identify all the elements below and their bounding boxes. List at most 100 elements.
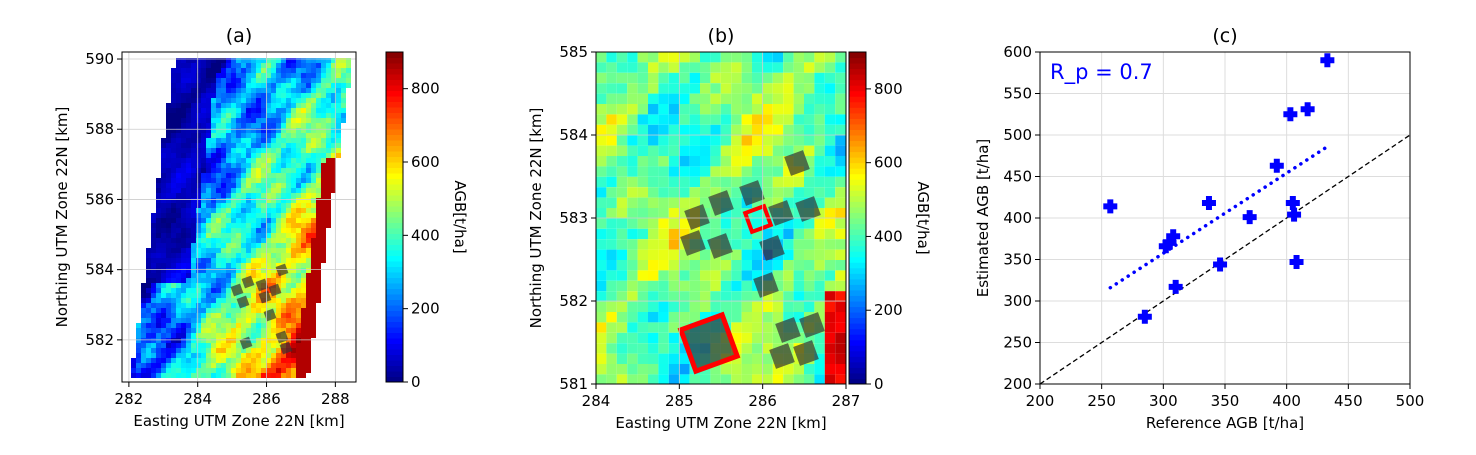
heatmap-cell [151,293,156,298]
heatmap-cell [731,166,742,177]
heatmap-cell [256,103,261,108]
heatmap-cell [156,348,161,353]
heatmap-cell [752,156,763,167]
heatmap-cell [206,318,211,323]
heatmap-cell [291,198,296,203]
heatmap-cell [251,203,256,208]
heatmap-cell [186,108,191,113]
heatmap-cell [266,273,271,278]
heatmap-cell [627,93,638,104]
heatmap-cell [141,358,146,363]
heatmap-cell [336,118,341,123]
heatmap-cell [271,178,276,183]
heatmap-cell [161,143,166,148]
heatmap-cell [326,218,331,223]
heatmap-cell [226,178,231,183]
heatmap-cell [166,103,171,108]
heatmap-cell [835,197,846,208]
heatmap-cell [206,198,211,203]
heatmap-cell [793,93,804,104]
heatmap-cell [191,188,196,193]
heatmap-cell [291,73,296,78]
heatmap-cell [171,128,176,133]
heatmap-cell [186,173,191,178]
heatmap-cell [256,138,261,143]
heatmap-cell [266,208,271,213]
heatmap-cell [710,260,721,271]
heatmap-cell [246,128,251,133]
heatmap-cell [186,203,191,208]
heatmap-cell [311,113,316,118]
heatmap-cell [762,93,773,104]
heatmap-cell [251,288,256,293]
heatmap-cell [321,158,326,163]
heatmap-cell [689,291,700,302]
heatmap-cell [637,208,648,219]
heatmap-cell [762,353,773,364]
heatmap-cell [793,187,804,198]
heatmap-cell [306,183,311,188]
heatmap-cell [281,303,286,308]
heatmap-cell [161,168,166,173]
heatmap-cell [296,348,301,353]
heatmap-cell [306,208,311,213]
heatmap-cell [146,263,151,268]
colorbar-segment [386,90,403,97]
heatmap-cell [296,68,301,73]
colorbar-segment [386,222,403,229]
heatmap-cell [804,364,815,375]
heatmap-cell [251,103,256,108]
heatmap-cell [186,188,191,193]
heatmap-cell [689,270,700,281]
heatmap-cell [171,278,176,283]
heatmap-cell [286,263,291,268]
heatmap-cell [261,178,266,183]
heatmap-cell [720,280,732,292]
heatmap-cell [616,104,628,115]
heatmap-cell [161,178,166,183]
heatmap-cell [783,176,794,188]
heatmap-cell [201,313,206,318]
heatmap-cell [216,123,221,128]
heatmap-cell [658,270,669,281]
heatmap-cell [226,278,231,283]
heatmap-cell [301,98,306,103]
heatmap-cell [216,158,221,163]
heatmap-cell [176,163,181,168]
heatmap-cell [306,68,311,73]
heatmap-cell [256,373,261,378]
heatmap-cell [186,98,191,103]
plot-marker [268,283,282,297]
heatmap-cell [216,253,221,258]
heatmap-cell [261,83,266,88]
heatmap-cell [271,148,276,153]
heatmap-cell [221,278,226,283]
heatmap-cell [146,333,151,338]
heatmap-cell [156,293,161,298]
heatmap-cell [658,187,669,198]
heatmap-cell [668,187,680,198]
heatmap-cell [752,353,763,364]
heatmap-cell [731,208,742,219]
heatmap-cell [627,301,638,312]
heatmap-cell [286,353,291,358]
heatmap-cell [136,368,141,373]
heatmap-cell [793,280,804,292]
heatmap-cell [261,368,266,373]
heatmap-cell [276,138,281,143]
heatmap-cell [251,213,256,218]
heatmap-cell [246,263,251,268]
heatmap-cell [216,248,221,253]
heatmap-cell [261,348,266,353]
heatmap-cell [206,288,211,293]
colorbar-segment [386,250,403,256]
heatmap-cell [186,373,191,378]
heatmap-cell [689,187,700,198]
heatmap-cell [291,288,296,293]
heatmap-cell [196,133,201,138]
heatmap-cell [668,374,680,384]
heatmap-cell [236,343,241,348]
heatmap-cell [211,313,216,318]
heatmap-cell [226,208,231,213]
heatmap-cell [271,208,276,213]
